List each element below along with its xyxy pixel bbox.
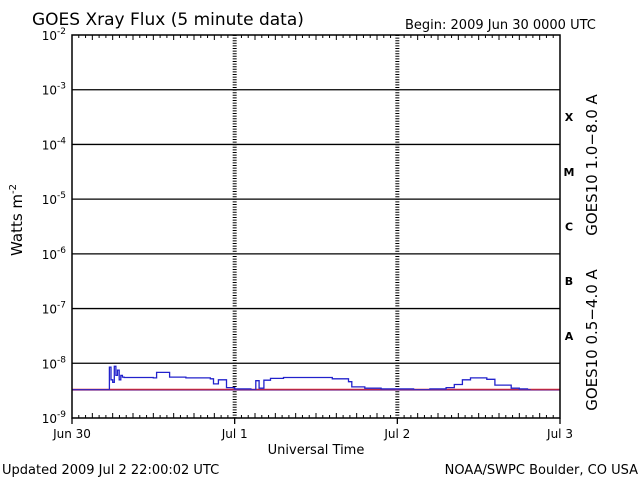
- x-axis-label: Universal Time: [268, 443, 365, 458]
- flare-class-label: C: [565, 221, 573, 234]
- y-tick-label: 10-7: [42, 301, 66, 317]
- flare-class-label: A: [565, 330, 574, 343]
- svg-text:Watts m-2: Watts m-2: [8, 184, 26, 256]
- y-tick-labels: 10-2 10-3 10-4 10-5 10-6 10-7 10-8 10-9: [42, 27, 67, 426]
- chart-title: GOES Xray Flux (5 minute data): [32, 10, 304, 30]
- noaa-credit: NOAA/SWPC Boulder, CO USA: [445, 463, 638, 478]
- y-axis-label-exponent: -2: [8, 184, 19, 194]
- series-lines: [72, 365, 560, 391]
- series-line-goes10-short: [72, 365, 531, 391]
- flare-class-labels: X M C B A: [564, 111, 575, 343]
- y-tick-label: 10-2: [42, 27, 66, 43]
- grid-lines: [71, 35, 561, 424]
- flare-class-label: B: [565, 275, 573, 288]
- y-tick-label: 10-3: [42, 82, 66, 98]
- begin-time-label: Begin: 2009 Jun 30 0000 UTC: [405, 18, 596, 33]
- x-tick-labels: Jun 30 Jul 1 Jul 2 Jul 3: [52, 427, 573, 441]
- x-tick-label: Jun 30: [52, 427, 91, 441]
- y-tick-label: 10-5: [42, 191, 66, 207]
- x-tick-label: Jul 2: [383, 427, 410, 441]
- updated-timestamp: Updated 2009 Jul 2 22:00:02 UTC: [2, 463, 219, 478]
- y-tick-label: 10-8: [42, 355, 67, 371]
- y-axis-label: Watts m: [8, 194, 26, 256]
- x-tick-label: Jul 1: [221, 427, 248, 441]
- flare-class-label: X: [565, 111, 574, 124]
- x-tick-label: Jul 3: [546, 427, 573, 441]
- y-tick-label: 10-4: [42, 136, 67, 152]
- legend-goes10-short: GOES10 0.5−4.0 A: [583, 268, 601, 410]
- y-tick-label: 10-9: [42, 410, 67, 426]
- y-tick-label: 10-6: [42, 246, 67, 262]
- flare-class-label: M: [564, 166, 575, 179]
- y-axis-label-group: Watts m-2: [8, 184, 26, 256]
- plot-frame: [71, 34, 561, 419]
- legend-goes10-long: GOES10 1.0−8.0 A: [583, 93, 601, 235]
